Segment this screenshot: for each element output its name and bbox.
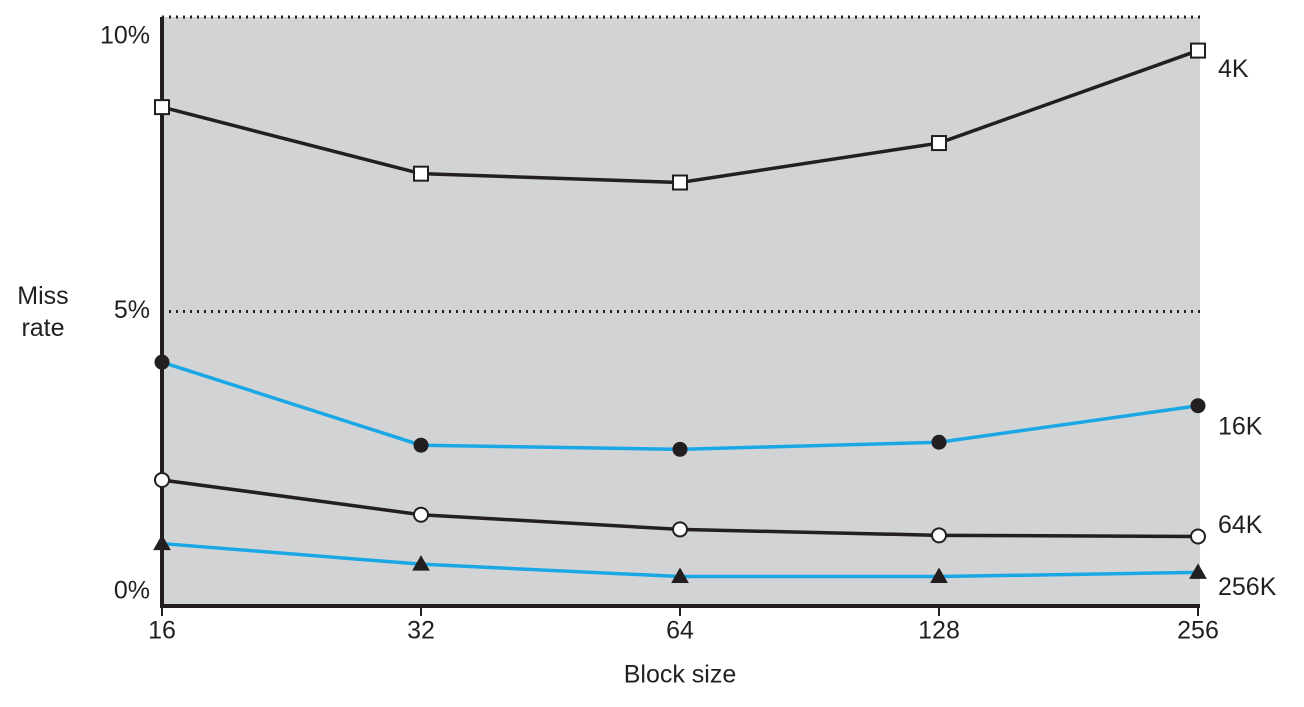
x-tick-label: 128 (918, 617, 960, 645)
marker (154, 354, 170, 370)
marker (413, 506, 429, 523)
y-tick-label: 10% (100, 22, 150, 50)
series-label: 16K (1218, 412, 1263, 440)
x-tick-label: 32 (407, 617, 435, 645)
y-tick-label: 5% (114, 296, 150, 324)
marker (672, 174, 688, 191)
x-tick-label: 16 (148, 617, 176, 645)
marker (930, 567, 948, 584)
marker (1190, 528, 1206, 545)
marker (931, 434, 947, 450)
series-label: 4K (1218, 55, 1249, 83)
y-tick-label: 0% (114, 577, 150, 605)
marker (154, 471, 170, 488)
series-label: 256K (1218, 573, 1277, 601)
marker (672, 521, 688, 538)
marker (931, 527, 947, 544)
marker (413, 165, 429, 182)
marker (931, 135, 947, 152)
x-tick-label: 256 (1177, 617, 1219, 645)
marker (154, 99, 170, 116)
marker (153, 534, 171, 551)
marker (672, 441, 688, 457)
marker (671, 567, 689, 584)
marker (1190, 42, 1206, 59)
x-axis-label: Block size (624, 661, 737, 689)
series-label: 64K (1218, 511, 1263, 539)
y-axis-label: Miss rate (17, 282, 69, 342)
marker (1189, 563, 1207, 579)
marker (413, 437, 429, 453)
marker (1190, 398, 1206, 414)
marker (412, 555, 430, 571)
x-tick-label: 64 (666, 617, 694, 645)
